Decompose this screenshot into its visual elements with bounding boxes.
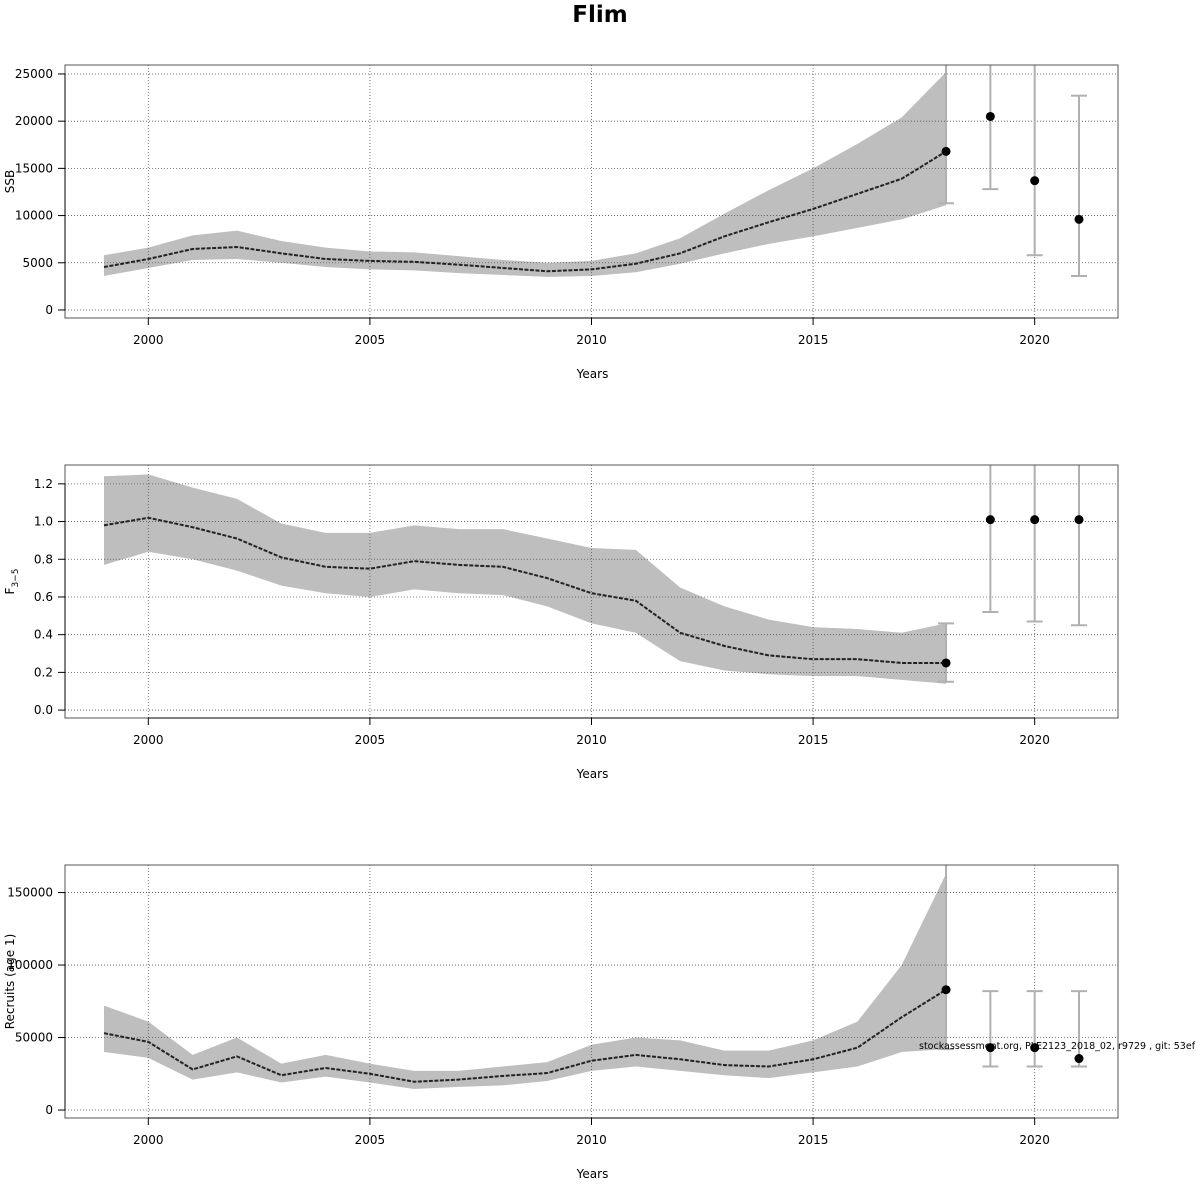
forecast-point — [941, 658, 951, 668]
forecast-point — [1030, 176, 1040, 186]
forecast-point — [985, 111, 995, 121]
estimate-line — [103, 516, 947, 664]
forecast-point — [1074, 1054, 1084, 1064]
y-tick-label: 1.2 — [34, 477, 53, 491]
x-tick-label: 2010 — [576, 1133, 607, 1147]
x-tick-label: 2015 — [798, 1133, 829, 1147]
y-tick-label: 25000 — [15, 67, 53, 81]
x-tick-label: 2020 — [1019, 1133, 1050, 1147]
confidence-band — [104, 72, 947, 277]
y-tick-label: 1.0 — [34, 515, 53, 529]
y-axis-label-subscript: 3−5 — [11, 569, 21, 588]
x-tick-label: 2010 — [576, 733, 607, 747]
plot-area — [65, 465, 1118, 718]
x-axis-label: Years — [576, 1167, 609, 1181]
estimate-line — [103, 988, 947, 1083]
y-axis-label: SSB — [3, 170, 17, 193]
forecast-point — [1030, 1043, 1040, 1053]
estimate-line — [103, 150, 947, 273]
y-tick-label: 0.6 — [34, 590, 53, 604]
y-tick-label: 0.0 — [34, 703, 53, 717]
x-tick-label: 2005 — [355, 1133, 386, 1147]
forecast-point — [1030, 515, 1040, 525]
y-tick-label: 20000 — [15, 114, 53, 128]
chart-title: Flim — [572, 2, 628, 28]
y-axis-label: F3−5 — [3, 569, 21, 595]
x-tick-label: 2020 — [1019, 333, 1050, 347]
x-tick-label: 2015 — [798, 733, 829, 747]
watermark: stockassessment.org, PLE2123_2018_02, r9… — [919, 1041, 1196, 1052]
x-tick-label: 2005 — [355, 333, 386, 347]
plot-area — [65, 865, 1118, 1118]
x-tick-label: 2020 — [1019, 733, 1050, 747]
x-axis-label: Years — [576, 367, 609, 381]
y-tick-label: 50000 — [15, 1031, 53, 1045]
y-tick-label: 0 — [45, 1103, 53, 1117]
y-tick-label: 10000 — [15, 209, 53, 223]
panel-2: 2000 2005 2010 2015 2020 0.0 0.2 0.4 0.6 0.8 1.0 1.… — [3, 464, 1119, 781]
panel-3: 2000 2005 2010 2015 2020 0 50000 100000 150000 Ye… — [3, 864, 1119, 1181]
y-tick-label: 15000 — [15, 161, 53, 175]
x-tick-label: 2015 — [798, 333, 829, 347]
panel-1: 2000 2005 2010 2015 2020 0 5000 10000 15000 20000… — [3, 64, 1119, 381]
y-tick-label: 150000 — [7, 886, 53, 900]
y-axis-label: Recruits (age 1) — [3, 934, 17, 1030]
forecast-point — [985, 1043, 995, 1053]
x-axis-label: Years — [576, 767, 609, 781]
y-tick-label: 0.8 — [34, 552, 53, 566]
forecast-point — [1074, 515, 1084, 525]
forecast-point — [1074, 214, 1084, 224]
y-tick-label: 0.2 — [34, 665, 53, 679]
plot-area — [65, 65, 1118, 318]
x-tick-label: 2005 — [355, 733, 386, 747]
y-tick-label: 5000 — [22, 256, 53, 270]
confidence-band — [104, 873, 947, 1090]
x-tick-label: 2010 — [576, 333, 607, 347]
x-tick-label: 2000 — [133, 333, 164, 347]
y-tick-label: 100000 — [7, 958, 53, 972]
x-tick-label: 2000 — [133, 1133, 164, 1147]
y-tick-label: 0.4 — [34, 628, 53, 642]
confidence-band — [104, 474, 947, 684]
forecast-point — [941, 985, 951, 995]
x-tick-label: 2000 — [133, 733, 164, 747]
forecast-point — [941, 146, 951, 156]
y-tick-label: 0 — [45, 303, 53, 317]
forecast-point — [985, 515, 995, 525]
